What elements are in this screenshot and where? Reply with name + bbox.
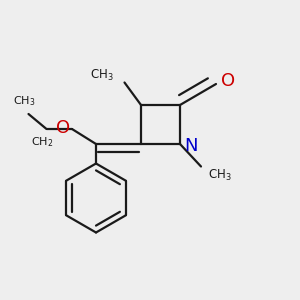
Text: CH$_2$: CH$_2$ (31, 136, 53, 149)
Text: N: N (184, 137, 198, 155)
Text: O: O (56, 119, 70, 137)
Text: O: O (220, 72, 235, 90)
Text: CH$_3$: CH$_3$ (90, 68, 114, 82)
Text: CH$_3$: CH$_3$ (208, 168, 232, 183)
Text: CH$_3$: CH$_3$ (14, 94, 36, 108)
